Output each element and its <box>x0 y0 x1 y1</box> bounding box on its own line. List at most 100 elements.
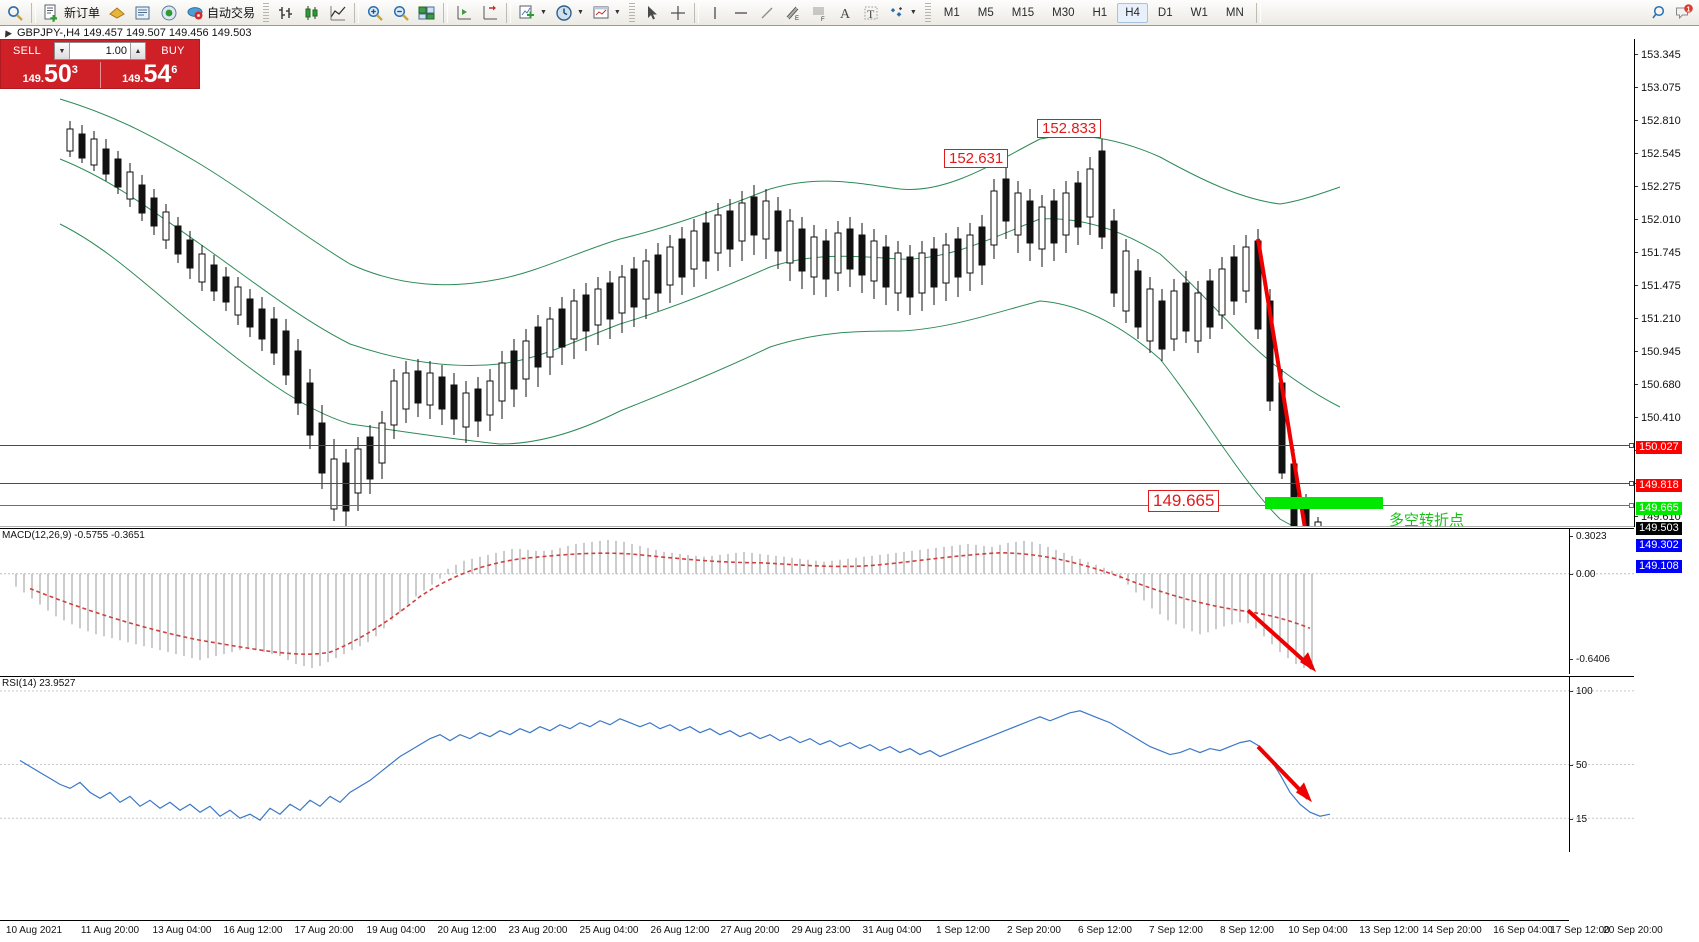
toolbar-grip[interactable] <box>263 2 270 23</box>
new-order-button[interactable]: 新订单 <box>39 1 104 25</box>
toolbar-grip-3[interactable] <box>924 2 931 23</box>
time-label: 10 Sep 04:00 <box>1288 925 1348 936</box>
autotrade-icon <box>186 4 204 22</box>
level-anchor-3[interactable] <box>1629 503 1634 508</box>
buy-price[interactable]: 149. 54 6 <box>101 62 200 88</box>
price-pane[interactable]: 152.833 152.631 149.665 149.173 149.173 … <box>0 39 1634 527</box>
alert-icon[interactable]: 1 <box>1675 3 1693 22</box>
new-chart-button[interactable]: ▼ <box>514 1 551 25</box>
rsi-pane[interactable]: RSI(14) 23.9527 100 50 15 <box>0 676 1634 852</box>
annotation-pivot-149665[interactable]: 149.665 <box>1148 490 1220 512</box>
price-tick: 151.475 <box>1635 281 1681 292</box>
main-toolbar[interactable]: 新订单 自动交易 <box>0 0 1699 26</box>
objects-button[interactable]: ▼ <box>884 1 921 25</box>
level-anchor-2[interactable] <box>1629 481 1634 486</box>
line-chart-button[interactable] <box>325 1 351 25</box>
signals-icon <box>160 4 178 22</box>
volume-input[interactable]: 1.00 <box>105 45 127 57</box>
cursor-tool-button[interactable] <box>639 1 665 25</box>
autotrade-button[interactable]: 自动交易 <box>182 1 259 25</box>
templates-button[interactable]: ▼ <box>588 1 625 25</box>
expert-advisor-button[interactable] <box>104 1 130 25</box>
price-axis[interactable]: 153.345 153.075 152.810 152.545 152.275 … <box>1634 39 1699 573</box>
svg-text:A: A <box>840 7 851 22</box>
volume-input-group[interactable]: ▼ 1.00 ▲ <box>54 42 146 60</box>
sell-price-prefix: 149. <box>22 73 44 85</box>
timeframe-h4[interactable]: H4 <box>1117 2 1148 23</box>
sell-button[interactable]: SELL <box>12 45 42 57</box>
buy-button[interactable]: BUY <box>161 45 185 57</box>
new-chart-dropdown-caret[interactable]: ▼ <box>540 9 547 16</box>
toolbar-grip-2[interactable] <box>628 2 635 23</box>
period-dropdown-caret[interactable]: ▼ <box>576 9 584 16</box>
news-button[interactable] <box>130 1 156 25</box>
timeframe-mn[interactable]: MN <box>1225 6 1244 19</box>
pivot-zone-rectangle[interactable] <box>1265 497 1383 509</box>
time-label: 6 Sep 12:00 <box>1078 925 1132 936</box>
candlestick-icon <box>303 4 321 22</box>
macd-label: MACD(12,26,9) -0.5755 -0.3651 <box>2 530 145 541</box>
text-label-tool-button[interactable]: A <box>832 1 858 25</box>
autotrade-label: 自动交易 <box>207 6 256 20</box>
toolbar-separator <box>31 2 36 23</box>
timeframe-h1[interactable]: H1 <box>1092 6 1108 19</box>
search-icon[interactable] <box>1651 4 1669 22</box>
trendline-tool-button[interactable] <box>754 1 780 25</box>
equidistant-channel-tool-button[interactable]: E <box>780 1 806 25</box>
sell-price-fraction: 3 <box>71 64 78 76</box>
time-label: 8 Sep 12:00 <box>1220 925 1274 936</box>
macd-pane[interactable]: MACD(12,26,9) -0.5755 -0.3651 <box>0 528 1634 674</box>
bar-chart-button[interactable] <box>273 1 299 25</box>
annotation-high-152833[interactable]: 152.833 <box>1037 119 1102 138</box>
zoom-in-button[interactable] <box>362 1 388 25</box>
timeframe-w1[interactable]: W1 <box>1190 6 1208 19</box>
timeframe-m15[interactable]: M15 <box>1011 6 1035 19</box>
macd-chart-svg <box>0 539 1634 673</box>
sell-price-main: 50 <box>43 60 72 88</box>
level-line-149818[interactable] <box>0 483 1634 484</box>
toolbar-separator-3 <box>443 2 449 23</box>
timeframe-d1[interactable]: D1 <box>1157 6 1173 19</box>
level-line-150027[interactable] <box>0 445 1634 446</box>
volume-increment-button[interactable]: ▲ <box>130 43 145 59</box>
price-tick: 152.545 <box>1635 149 1681 160</box>
text-label-icon: A <box>836 4 854 22</box>
level-anchor-1[interactable] <box>1629 443 1634 448</box>
time-label: 20 Sep 20:00 <box>1603 925 1663 936</box>
timeframe-m1[interactable]: M1 <box>943 6 960 19</box>
hline-icon <box>732 4 750 22</box>
chart-window[interactable]: GBPJPY-,H4 149.457 149.507 149.456 149.5… <box>0 26 1699 942</box>
macd-axis: 0.3023 0.00 -0.6406 <box>1569 529 1634 674</box>
time-label: 19 Aug 04:00 <box>366 925 426 936</box>
time-label: 7 Sep 12:00 <box>1149 925 1203 936</box>
annotation-high-152631[interactable]: 152.631 <box>944 149 1009 168</box>
horizontal-line-tool-button[interactable] <box>728 1 754 25</box>
zoom-out-button[interactable] <box>388 1 414 25</box>
annotation-chinese-note[interactable]: 多空转折点 <box>1389 511 1465 527</box>
trade-panel-prices: 149. 50 3 149. 54 6 <box>1 62 199 88</box>
search-toolbar-icon[interactable] <box>2 1 28 25</box>
fibonacci-tool-button[interactable]: F <box>806 1 832 25</box>
text-tool-button[interactable]: T <box>858 1 884 25</box>
one-click-trading-panel[interactable]: SELL ▼ 1.00 ▲ BUY 149. 50 3 149. 54 6 <box>0 39 200 89</box>
crosshair-tool-button[interactable] <box>665 1 691 25</box>
sell-price[interactable]: 149. 50 3 <box>1 62 101 88</box>
signals-button[interactable] <box>156 1 182 25</box>
chart-expand-icon[interactable] <box>2 27 12 38</box>
tile-windows-button[interactable] <box>414 1 440 25</box>
new-order-icon <box>43 4 61 22</box>
candlestick-chart-button[interactable] <box>299 1 325 25</box>
timeframe-m5[interactable]: M5 <box>977 6 994 19</box>
vertical-line-tool-button[interactable] <box>702 1 728 25</box>
level-line-149665[interactable] <box>0 505 1634 506</box>
time-axis[interactable]: 10 Aug 2021 11 Aug 20:00 13 Aug 04:00 16… <box>0 920 1663 942</box>
shift-end-button[interactable] <box>451 1 477 25</box>
timeframe-m30[interactable]: M30 <box>1052 6 1075 19</box>
objects-dropdown-caret[interactable]: ▼ <box>909 9 917 16</box>
autoscroll-button[interactable] <box>477 1 503 25</box>
volume-decrement-button[interactable]: ▼ <box>55 43 70 59</box>
templates-dropdown-caret[interactable]: ▼ <box>613 9 621 16</box>
symbol-header: GBPJPY-,H4 149.457 149.507 149.456 149.5… <box>0 26 1699 39</box>
period-button[interactable]: ▼ <box>551 1 588 25</box>
time-label: 1 Sep 12:00 <box>936 925 990 936</box>
